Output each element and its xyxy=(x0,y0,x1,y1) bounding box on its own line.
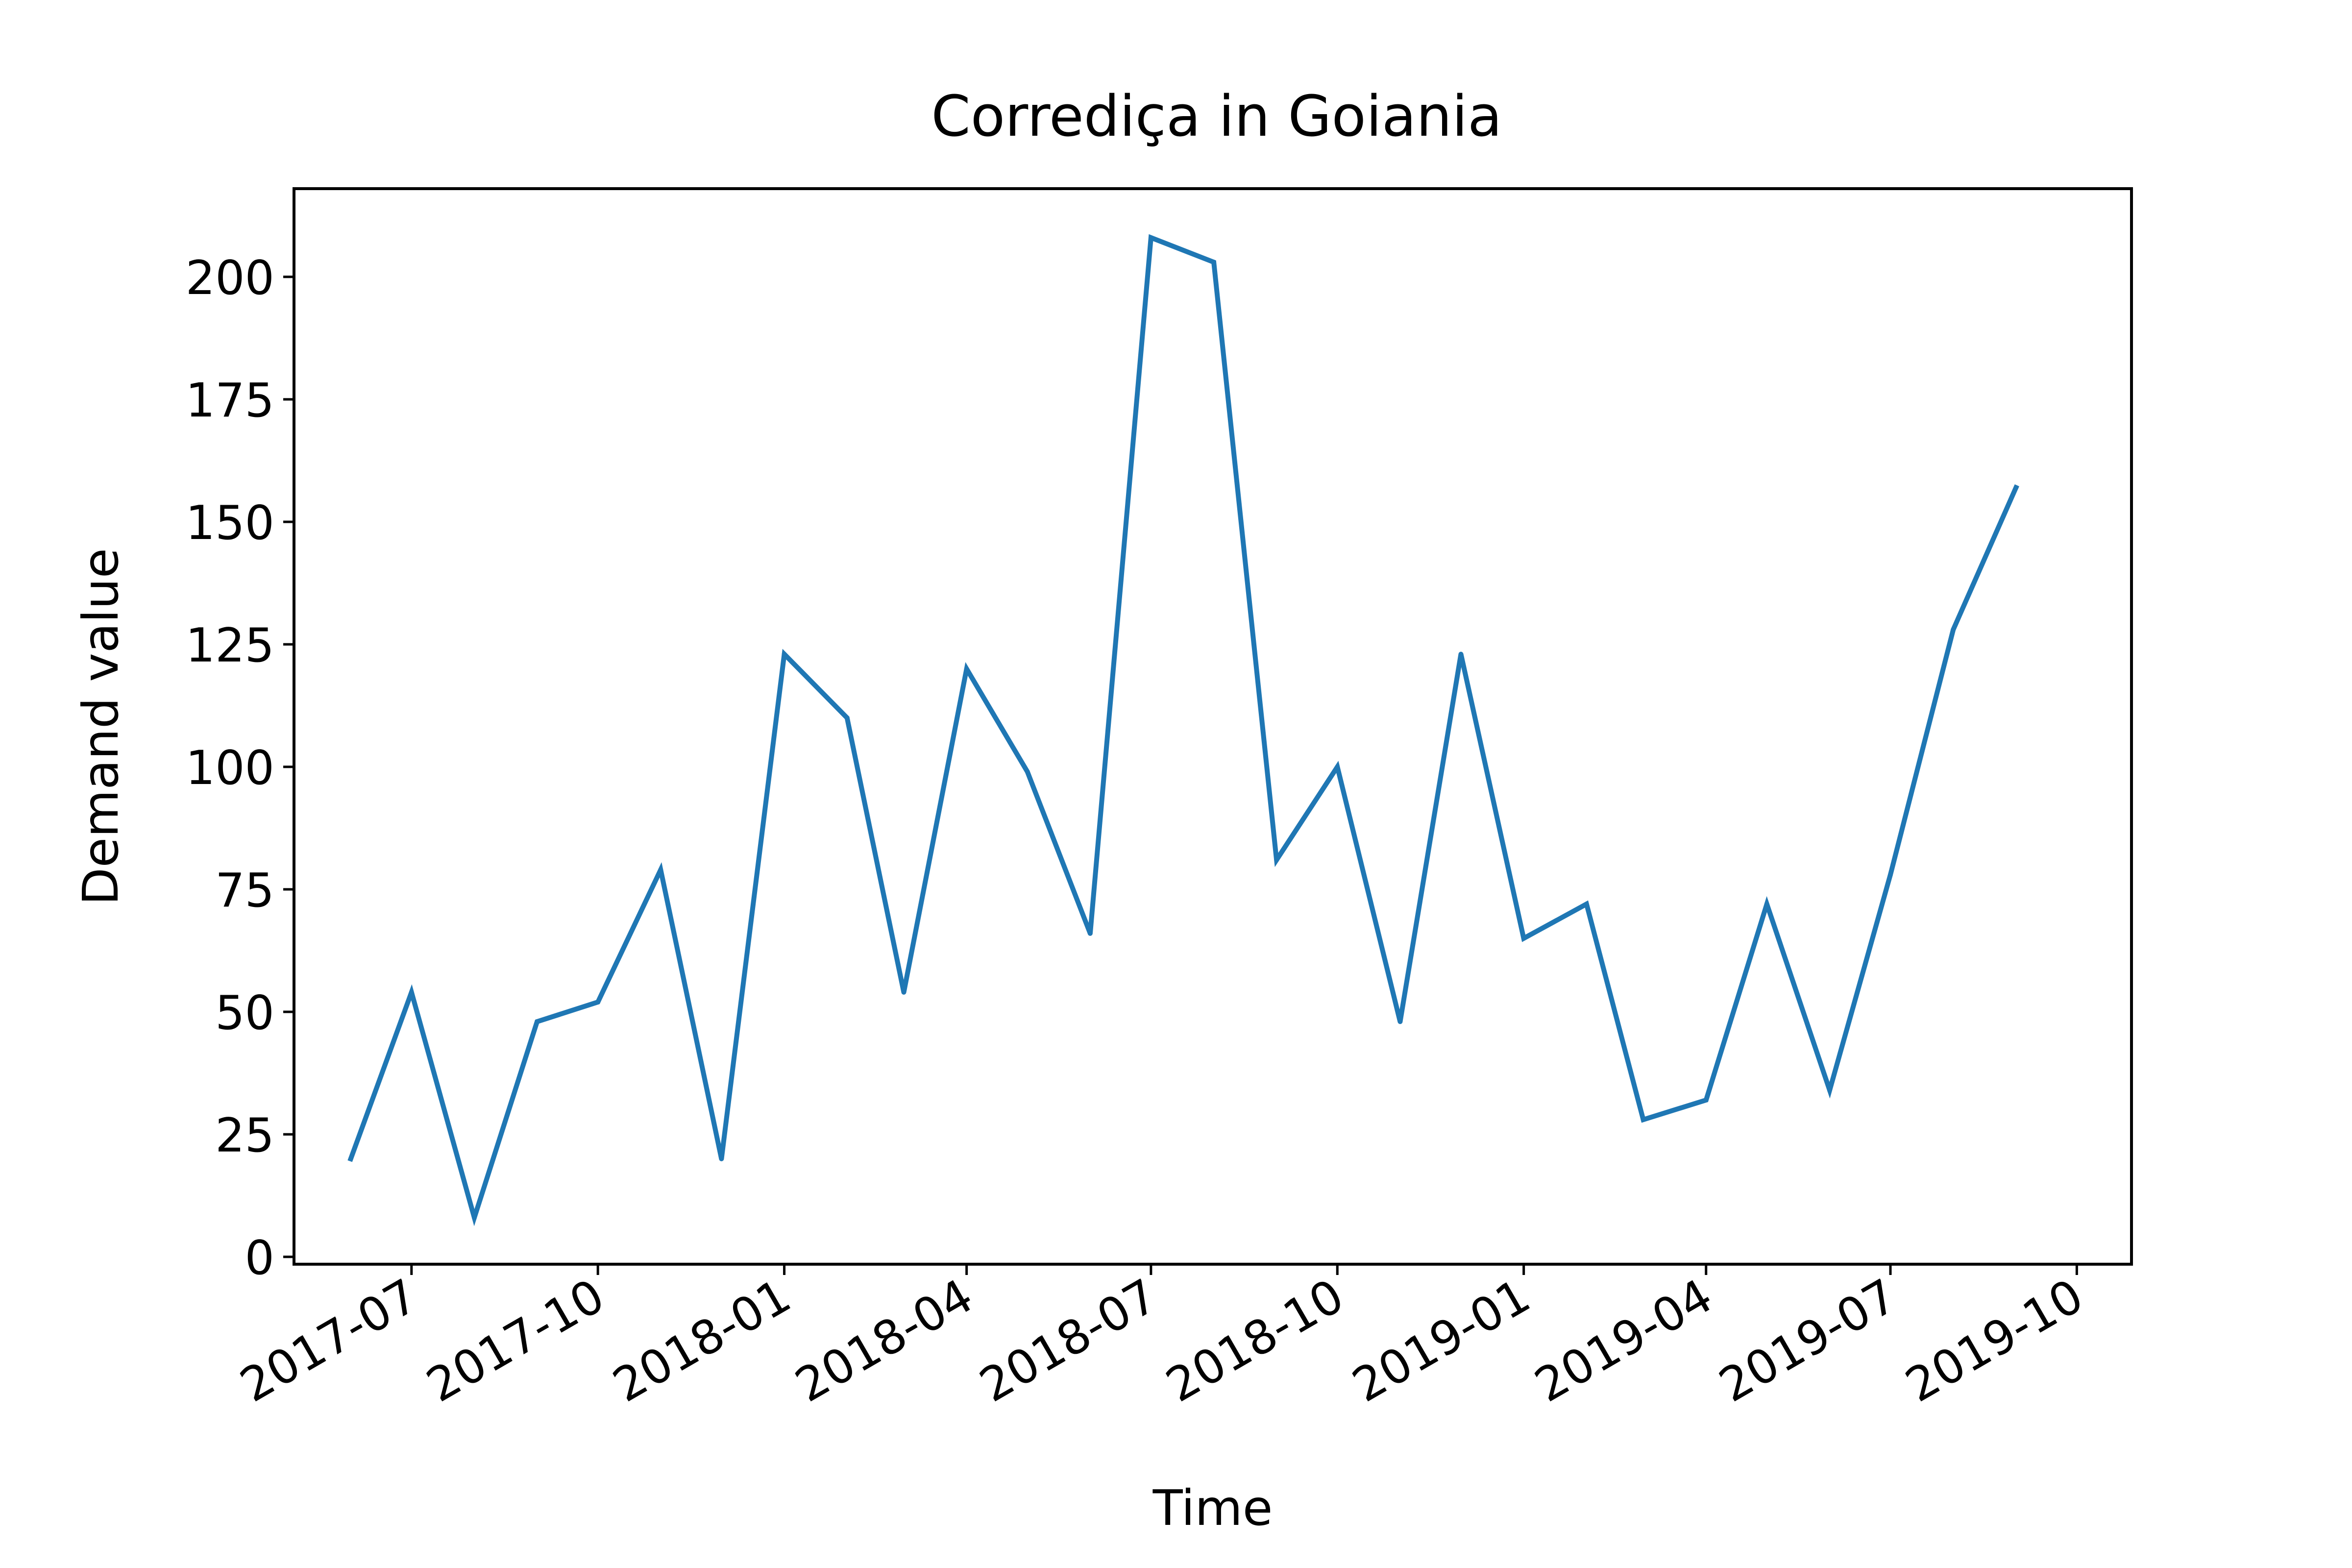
data-point xyxy=(1764,902,1769,906)
y-tick-label: 175 xyxy=(186,374,274,428)
data-point xyxy=(409,990,414,995)
x-tick-label: 2017-10 xyxy=(418,1269,613,1413)
y-axis-label: Demand value xyxy=(72,548,129,905)
data-point xyxy=(1951,627,1956,632)
data-point xyxy=(595,1000,601,1004)
x-axis-label: Time xyxy=(1152,1479,1273,1537)
x-tick-label: 2019-07 xyxy=(1711,1269,1906,1413)
y-tick-label: 0 xyxy=(245,1231,274,1285)
data-point xyxy=(719,1156,724,1161)
x-tick-label: 2017-07 xyxy=(232,1269,427,1413)
data-point xyxy=(1335,764,1340,769)
plot-frame xyxy=(293,187,2133,1266)
y-tick-label: 50 xyxy=(215,986,274,1040)
data-point xyxy=(1827,1088,1832,1093)
data-point xyxy=(348,1156,353,1161)
data-point xyxy=(535,1019,540,1024)
y-axis: 0 25 50 75 100 125 150 175 200 xyxy=(186,251,294,1285)
data-point xyxy=(964,666,969,671)
data-point xyxy=(471,1215,477,1220)
data-point xyxy=(782,652,787,657)
data-point xyxy=(1887,872,1893,877)
data-points xyxy=(348,235,2019,1220)
data-point xyxy=(1211,260,1217,265)
x-tick-label: 2018-07 xyxy=(971,1269,1167,1413)
y-tick-label: 125 xyxy=(186,619,274,673)
data-point xyxy=(1703,1098,1709,1102)
data-point xyxy=(1087,931,1093,936)
data-point xyxy=(844,715,850,720)
data-point xyxy=(1025,769,1030,774)
chart-title: Corrediça in Goiania xyxy=(931,84,1502,149)
data-point xyxy=(1521,936,1526,941)
data-point xyxy=(1148,235,1153,240)
data-point xyxy=(901,990,906,995)
x-axis: 2017-072017-102018-012018-042018-072018-… xyxy=(232,1264,2092,1413)
x-tick-label: 2018-04 xyxy=(786,1269,982,1413)
y-tick-label: 150 xyxy=(186,496,274,550)
x-tick-label: 2018-01 xyxy=(604,1269,800,1413)
y-tick-label: 100 xyxy=(186,741,274,795)
x-tick-label: 2019-04 xyxy=(1526,1269,1721,1413)
x-tick-label: 2019-10 xyxy=(1897,1269,2092,1413)
data-point xyxy=(2013,485,2019,490)
data-point xyxy=(1641,1117,1646,1122)
data-point xyxy=(1584,902,1589,906)
x-tick-label: 2019-01 xyxy=(1344,1269,1539,1413)
y-tick-label: 75 xyxy=(215,864,274,918)
series-line xyxy=(347,234,2019,1226)
x-tick-label: 2018-10 xyxy=(1157,1269,1353,1413)
data-point xyxy=(1458,652,1464,657)
data-point xyxy=(1397,1019,1403,1024)
data-point xyxy=(658,867,663,872)
y-tick-label: 200 xyxy=(186,251,274,305)
y-tick-label: 25 xyxy=(215,1109,274,1163)
data-point xyxy=(1274,858,1279,862)
